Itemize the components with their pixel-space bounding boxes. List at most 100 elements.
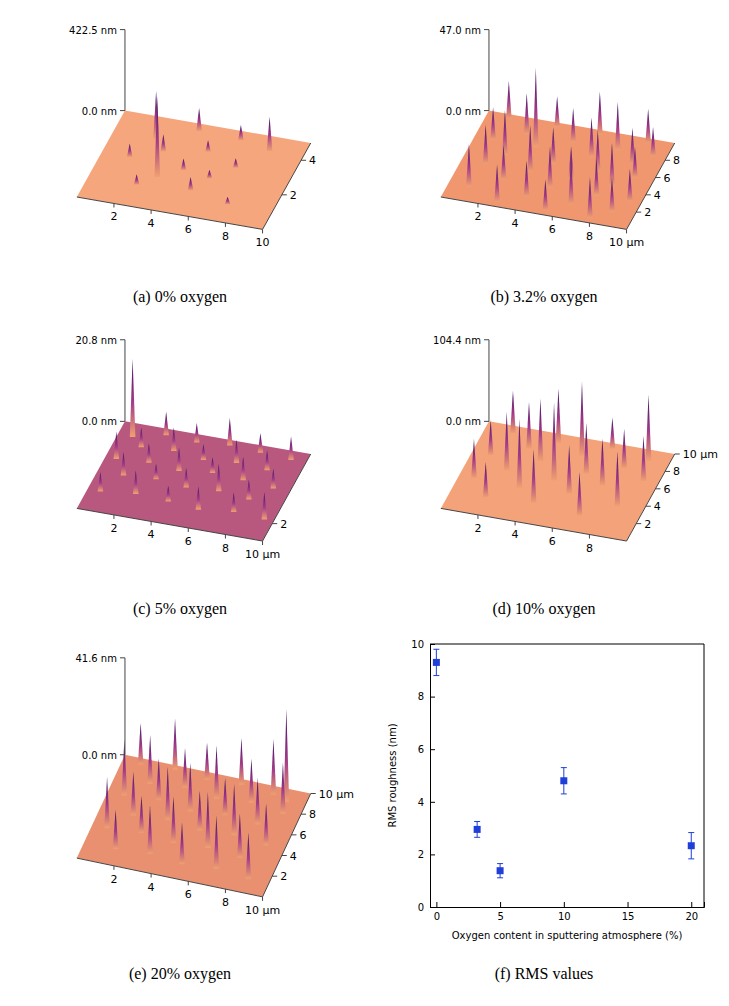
peak	[627, 169, 633, 202]
tick-mark	[301, 814, 306, 815]
surface-panel: 2468246810 µm0.0 nm104.4 nm	[433, 335, 718, 555]
tick-mark	[665, 471, 670, 472]
peak	[104, 777, 110, 828]
tick-mark	[691, 902, 692, 907]
peak	[526, 402, 532, 449]
tick-mark	[291, 834, 296, 835]
tick-label: 0.0 nm	[446, 416, 481, 427]
point	[560, 777, 567, 784]
peak	[231, 784, 237, 835]
tick-mark	[120, 110, 125, 111]
peak	[632, 147, 638, 178]
peak	[594, 158, 600, 196]
peak	[533, 68, 539, 147]
tick-mark	[628, 902, 629, 907]
peak	[147, 805, 153, 854]
peak	[615, 451, 621, 506]
peak	[113, 810, 119, 850]
tick-mark	[430, 802, 435, 803]
peak	[262, 492, 268, 519]
axis-line	[263, 143, 311, 229]
peak	[510, 390, 516, 433]
tick-mark	[113, 515, 114, 519]
tick: 2	[418, 849, 435, 860]
peak	[153, 464, 159, 480]
peak	[165, 486, 171, 502]
error-bar-cap	[474, 837, 480, 838]
peak	[188, 177, 194, 190]
tick-label: 4	[148, 881, 155, 894]
peak	[615, 102, 621, 150]
error-bar	[688, 833, 694, 859]
tick: 10	[558, 902, 571, 922]
axis-line	[124, 340, 125, 422]
peak	[204, 743, 210, 780]
tick-label: 8	[673, 154, 680, 167]
peak	[258, 433, 264, 453]
tick-mark	[188, 216, 189, 220]
tick-mark	[120, 754, 125, 755]
x-axis-title: Oxygen content in sputtering atmosphere …	[452, 930, 683, 941]
surface-panel: 246810 µm20.0 nm20.8 nm	[75, 335, 310, 561]
tick-mark	[188, 528, 189, 532]
peak	[234, 439, 240, 463]
tick-label: 10 µm	[245, 548, 280, 561]
peak	[207, 170, 213, 179]
tick-label: 2	[110, 210, 117, 223]
y-axis: 0246810	[411, 639, 435, 913]
peak	[483, 462, 489, 497]
peak	[131, 771, 137, 815]
peak	[577, 473, 583, 516]
peak	[130, 359, 136, 437]
axes: 2468246810 µm0.0 nm104.4 nm	[433, 335, 718, 555]
tick-label: 4	[309, 154, 316, 167]
peak	[645, 109, 651, 143]
tick-label: 10 µm	[683, 448, 718, 461]
peak	[171, 427, 177, 451]
peak	[233, 158, 239, 168]
tick: 20	[685, 902, 698, 922]
tick-label: 8	[222, 542, 229, 555]
tick-mark	[430, 749, 435, 750]
peak	[490, 107, 496, 140]
peak	[171, 797, 177, 844]
peak	[138, 723, 144, 765]
tick-mark	[151, 521, 152, 525]
caption: (b) 3.2% oxygen	[490, 288, 597, 306]
tick-label: 4	[654, 189, 661, 202]
tick-label: 6	[663, 483, 670, 496]
peak	[267, 116, 273, 151]
peak	[127, 144, 133, 157]
peak	[488, 420, 494, 455]
tick-label: 6	[549, 223, 556, 236]
peak	[641, 436, 647, 481]
peak	[114, 432, 120, 459]
tick-mark	[282, 855, 287, 856]
tick-label: 2	[110, 522, 117, 535]
axes: 246810240.0 nm422.5 nm	[69, 25, 316, 250]
peak	[471, 439, 477, 478]
scatter-panel: 051015200246810Oxygen content in sputter…	[387, 639, 705, 941]
peak	[196, 486, 202, 510]
axis-line	[441, 508, 627, 541]
surface-plane	[77, 111, 311, 230]
peak	[182, 748, 188, 788]
caption: (c) 5% oxygen	[133, 600, 227, 618]
peak	[179, 822, 185, 864]
error-bar	[497, 864, 503, 878]
tick-label: 8	[222, 230, 229, 243]
peak	[584, 423, 590, 474]
peak	[264, 451, 270, 471]
caption: (e) 20% oxygen	[129, 965, 231, 983]
peak	[566, 445, 572, 493]
peak	[610, 418, 616, 449]
tick-mark	[436, 902, 437, 907]
tick-label: 4	[418, 797, 424, 808]
axis-line	[488, 340, 489, 422]
tick-mark	[188, 881, 189, 885]
tick-label: 104.4 nm	[433, 335, 481, 346]
tick-mark	[636, 212, 641, 213]
tick-label: 4	[148, 217, 155, 230]
peak	[568, 158, 574, 205]
tick-mark	[120, 421, 125, 422]
